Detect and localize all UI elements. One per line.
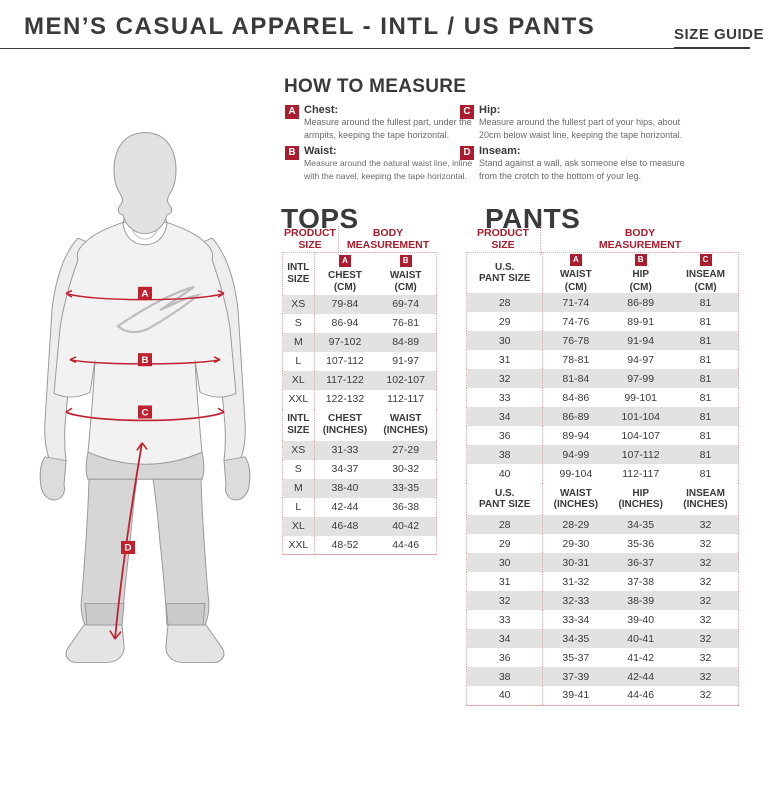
svg-text:B: B — [141, 355, 148, 366]
svg-text:C: C — [141, 408, 148, 419]
svg-text:D: D — [124, 543, 131, 554]
svg-text:A: A — [141, 289, 148, 300]
